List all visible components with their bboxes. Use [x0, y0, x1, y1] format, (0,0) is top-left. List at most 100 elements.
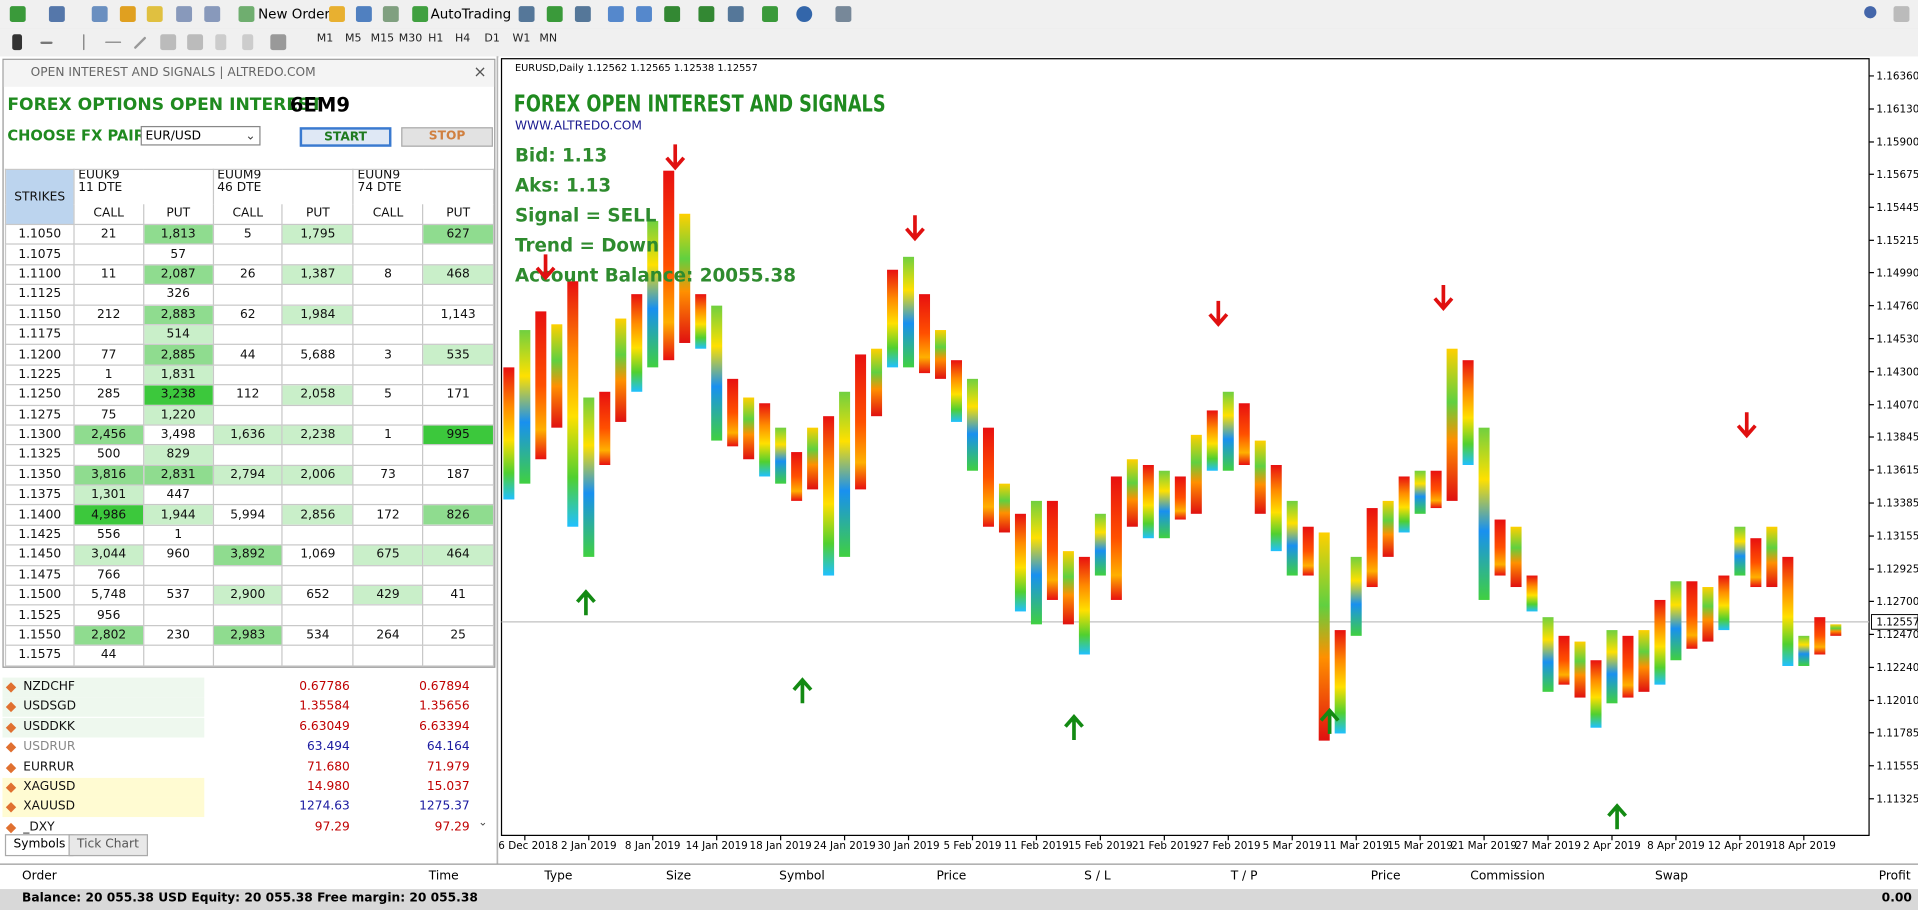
close-button[interactable]: × — [473, 63, 487, 82]
zoom-in-icon[interactable] — [607, 6, 624, 23]
oi-cell: 75 — [73, 404, 145, 426]
profiles-icon[interactable] — [48, 6, 65, 23]
candle-icon[interactable] — [546, 6, 563, 23]
x-tick-label: 5 Feb 2019 — [944, 840, 1002, 852]
oi-cell — [422, 283, 495, 306]
bar-chart-icon[interactable] — [518, 6, 535, 23]
zoom-out-icon[interactable] — [636, 6, 652, 23]
heat-bar — [1414, 470, 1426, 514]
scroll-icon[interactable] — [698, 6, 715, 23]
oi-cell: 535 — [422, 344, 495, 366]
panel-tab[interactable]: Tick Chart — [68, 834, 148, 857]
timeframe-button[interactable]: H4 — [455, 33, 471, 46]
strikes-header: STRIKES — [4, 168, 75, 226]
autotrading-button[interactable]: AutoTrading — [430, 6, 512, 23]
heat-bar — [1702, 587, 1714, 642]
line-icon[interactable] — [574, 6, 591, 23]
y-tick-label: 1.12240 — [1876, 662, 1918, 674]
shift-icon[interactable] — [727, 6, 744, 23]
oi-cell: 627 — [422, 223, 495, 246]
oi-cell — [422, 604, 495, 627]
y-tick-label: 1.11785 — [1876, 727, 1918, 739]
periods-icon[interactable] — [796, 6, 813, 23]
oi-cell: 1,143 — [422, 304, 495, 326]
chat-icon[interactable] — [1893, 6, 1910, 23]
strike-cell: 1.1200 — [4, 344, 75, 366]
new-chart-icon[interactable] — [9, 6, 26, 23]
oi-cell — [73, 243, 145, 266]
fibo-icon[interactable] — [187, 34, 204, 51]
vline-icon[interactable] — [83, 34, 85, 51]
tile-icon[interactable] — [664, 6, 681, 23]
strike-cell: 1.1350 — [4, 464, 75, 486]
heat-bar — [1830, 624, 1842, 636]
oi-cell — [281, 444, 354, 466]
x-tick-label: 11 Mar 2019 — [1323, 840, 1389, 852]
x-tick-label: 18 Apr 2019 — [1772, 840, 1836, 852]
timeframe-button[interactable]: D1 — [484, 33, 500, 46]
search-icon[interactable] — [1864, 6, 1877, 19]
new-order-icon[interactable] — [238, 6, 255, 23]
heat-bar — [727, 378, 739, 447]
heat-bar — [982, 427, 994, 527]
oi-cell — [352, 444, 424, 466]
cursor-icon[interactable] — [12, 34, 23, 51]
label-icon[interactable] — [242, 34, 254, 51]
oi-cell: 8 — [352, 263, 424, 286]
oi-cell: 41 — [422, 584, 495, 606]
x-tick-label: 8 Apr 2019 — [1647, 840, 1705, 852]
channel-icon[interactable] — [160, 34, 177, 51]
navigator-icon[interactable] — [119, 6, 136, 23]
oi-cell — [352, 324, 424, 346]
expiry-dte: 11 DTE — [78, 181, 123, 195]
start-button[interactable]: START — [299, 127, 392, 147]
symbol-row: _DXY 97.29 97.29 — [2, 818, 489, 838]
trade-header: Order Time Type Size Symbol Price S / L T / P Pr… — [0, 865, 1918, 891]
hline-icon[interactable] — [105, 41, 122, 43]
oi-cell — [142, 644, 214, 667]
column-header: Order — [22, 869, 57, 884]
heat-bar — [1446, 348, 1458, 501]
oi-cell — [352, 304, 424, 326]
templates-icon[interactable] — [835, 6, 852, 23]
timeframe-button[interactable]: M1 — [316, 33, 334, 46]
sell-arrow — [1208, 300, 1229, 327]
panel-tab[interactable]: Symbols — [4, 834, 74, 857]
heat-bar — [567, 281, 579, 527]
strike-row: 1.1375 1,301 447 — [4, 484, 495, 506]
community-icon[interactable] — [355, 6, 372, 23]
tester-icon[interactable] — [176, 6, 193, 23]
text-icon[interactable] — [215, 34, 227, 51]
window-icon[interactable] — [204, 6, 221, 23]
signal-info: Account Balance: 20055.38 — [515, 265, 796, 286]
signals-icon[interactable] — [382, 6, 399, 23]
call-header: CALL — [352, 203, 424, 226]
timeframe-button[interactable]: H1 — [428, 33, 444, 46]
timeframe-button[interactable]: MN — [539, 33, 558, 46]
heat-bar — [615, 318, 627, 422]
heat-bar — [1798, 635, 1810, 666]
trendline-icon[interactable] — [133, 36, 147, 50]
autotrading-icon[interactable] — [412, 6, 429, 23]
timeframe-button[interactable]: W1 — [512, 33, 531, 46]
market-watch-icon[interactable] — [91, 6, 108, 23]
metaeditor-icon[interactable] — [329, 6, 345, 23]
arrows-icon[interactable] — [270, 34, 287, 51]
indicators-icon[interactable] — [762, 6, 778, 23]
oi-cell: 112 — [212, 384, 284, 406]
stop-button[interactable]: STOP — [401, 127, 493, 147]
timeframe-button[interactable]: M5 — [344, 33, 362, 46]
strike-row: 1.1275 75 1,220 — [4, 404, 495, 426]
column-header: Size — [665, 869, 692, 884]
crosshair-icon[interactable] — [40, 41, 53, 45]
heat-bar — [823, 416, 835, 576]
terminal-icon[interactable] — [146, 6, 163, 23]
symbol-bg — [2, 797, 205, 818]
pair-select[interactable]: EUR/USD ⌄ — [140, 125, 261, 146]
timeframe-button[interactable]: M15 — [370, 33, 395, 46]
timeframe-button[interactable]: M30 — [398, 33, 423, 46]
new-order-button[interactable]: New Order — [258, 6, 330, 23]
heat-bar — [1238, 403, 1250, 465]
heat-bar — [679, 213, 691, 343]
